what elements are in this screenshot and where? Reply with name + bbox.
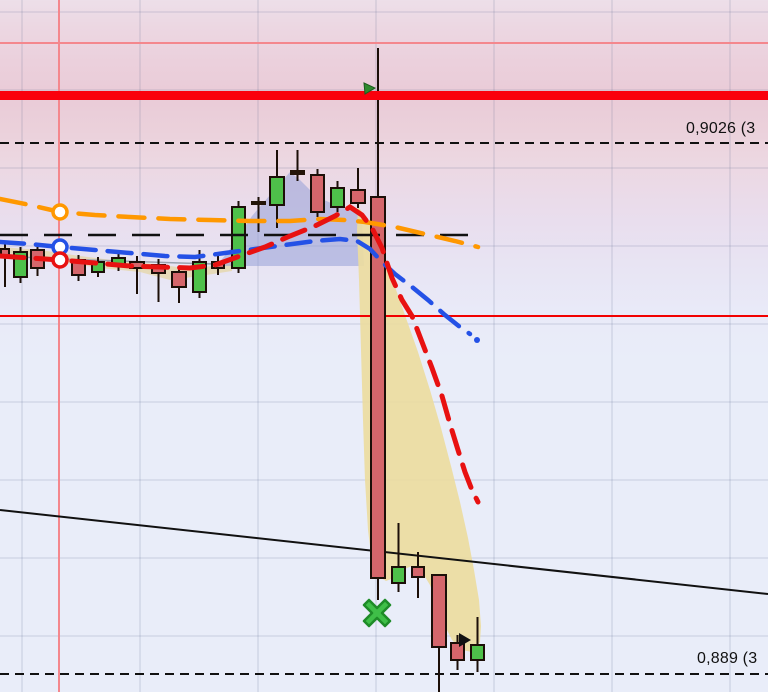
green-x-close-marker (362, 598, 392, 628)
price-level-label-upper: 0,9026 (3 (686, 120, 756, 137)
candle-body-up (269, 176, 285, 206)
red-ma-line (0, 204, 481, 505)
candle-body-down (370, 196, 386, 579)
candle-body-down (411, 566, 425, 578)
blue-ma-end-dot (474, 337, 480, 343)
candle-body-up (391, 566, 406, 584)
candle-body-down (350, 189, 366, 204)
candle-body-down (450, 642, 465, 661)
candle-body-down (310, 174, 325, 213)
candle-body-up (470, 644, 485, 661)
candle-body-down (171, 271, 187, 288)
candle-body-down (431, 574, 447, 648)
doji-tick (290, 170, 305, 175)
candle-body-up (330, 187, 345, 208)
blue-ma-line (0, 236, 473, 337)
black-arrow-marker (459, 633, 471, 647)
green-flag-icon (363, 82, 377, 95)
orange-ma-line (0, 196, 481, 250)
doji-tick (251, 201, 266, 205)
price-level-label-lower: 0,889 (3 (697, 650, 758, 667)
thick-resistance-band (0, 91, 768, 100)
ma-point-marker (51, 251, 69, 269)
candle-body-up (91, 261, 105, 273)
ma-point-marker (51, 203, 69, 221)
yellow-cloud (357, 206, 481, 652)
